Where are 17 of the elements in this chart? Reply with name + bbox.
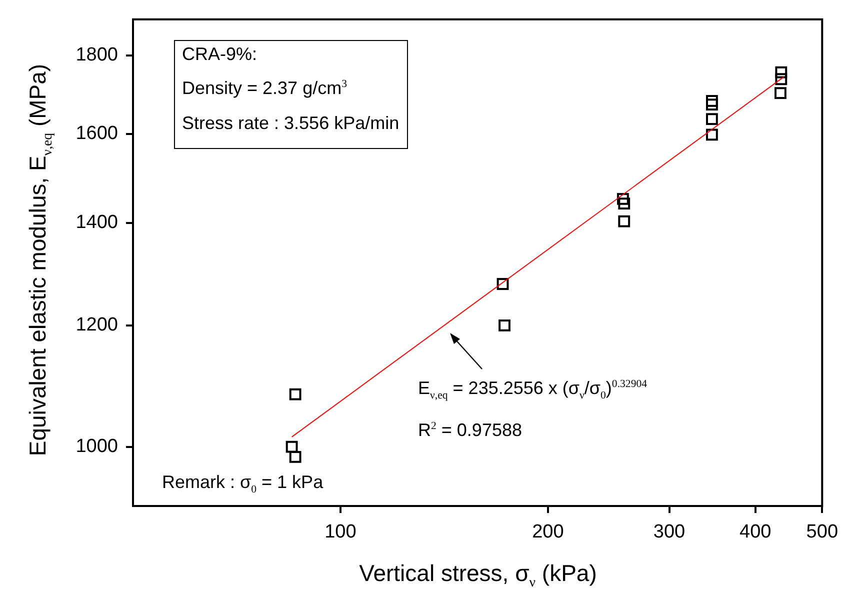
annotation: Density = 2.37 g/cm$^{3}$ bbox=[182, 78, 347, 99]
x-axis-title: Vertical stress, σ$_{ν}$ (kPa) bbox=[359, 560, 597, 591]
annotation: E$_{ν,eq}$ = 235.2556 x (σ$_{ν}$/σ$_{0}$)$^{0.32904}$ bbox=[418, 378, 648, 402]
x-tick-label: 200 bbox=[532, 522, 564, 543]
y-tick-label: 1200 bbox=[76, 314, 118, 336]
annotation: Remark : σ$_{0}$ = 1 kPa bbox=[162, 472, 324, 496]
y-tick-label: 1600 bbox=[76, 123, 118, 144]
y-tick-label: 1800 bbox=[76, 44, 118, 66]
x-tick-label: 100 bbox=[324, 522, 356, 543]
x-tick-label: 500 bbox=[806, 522, 838, 543]
x-tick-label: 300 bbox=[653, 522, 686, 543]
y-tick-label: 1000 bbox=[76, 436, 118, 458]
annotation: Stress rate : 3.556 kPa/min bbox=[182, 113, 400, 134]
annotation: R$^{2}$ = 0.97588 bbox=[418, 420, 522, 441]
x-tick-label: 400 bbox=[740, 522, 772, 543]
y-tick-label: 1400 bbox=[76, 212, 118, 234]
annotation: CRA-9%: bbox=[182, 44, 258, 65]
